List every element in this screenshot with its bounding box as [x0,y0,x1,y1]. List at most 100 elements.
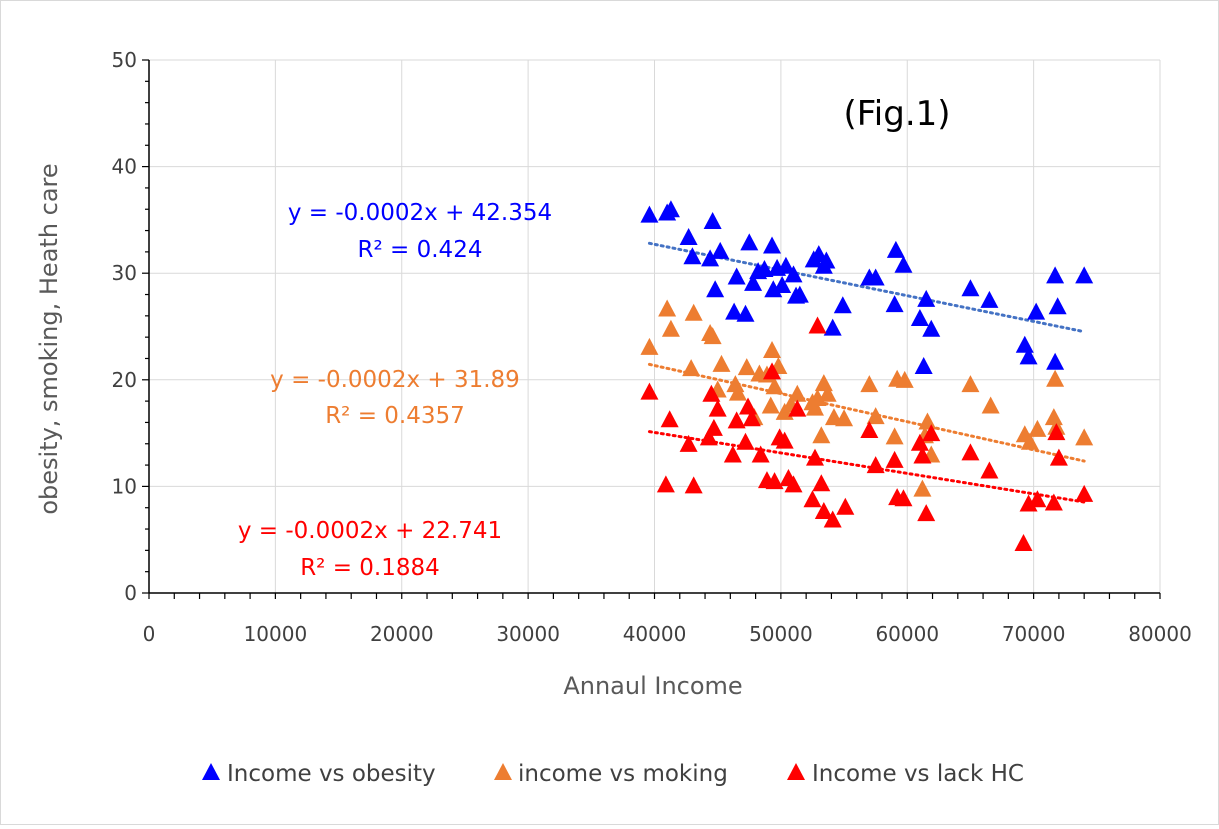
smoking-point [703,327,722,345]
obesity-point [885,295,904,313]
x-tick-label: 50000 [749,622,813,646]
y-tick-label: 40 [112,155,137,179]
obesity-point [776,256,795,274]
smoking-point [981,396,1000,414]
lack-hc-point [660,410,679,428]
lack-hc-point [788,399,807,417]
gridlines [149,59,1161,593]
y-tick-label: 30 [112,261,137,285]
smoking-point [805,398,824,416]
trendline-smoking [647,362,1086,463]
obesity-point [1019,347,1038,365]
lack-hc-point [704,418,723,436]
lack-hc-point [751,445,770,463]
lack-hc-point [723,445,742,463]
lack-hc-point [1028,490,1047,508]
legend-item-lack-hc: Income vs lack HC [787,761,1024,787]
legend-marker-smoking [494,763,512,780]
obesity-point [1048,297,1067,315]
obesity-point [922,319,941,337]
lack-hc-point [679,434,698,452]
lack-hc-point [727,411,746,429]
x-tick-label: 40000 [623,622,687,646]
y-tick-label: 10 [112,474,137,498]
obesity-point [1027,302,1046,320]
lack-hc-point [739,397,758,415]
lack-hc-point [640,382,659,400]
obesity-point [1015,335,1034,353]
smoking-point [1020,432,1039,450]
lack-hc-point [702,384,721,402]
lack-hc-point [1019,494,1038,512]
x-tick-label: 10000 [244,622,308,646]
smoking-point [765,377,784,395]
equation-lack-hc: y = -0.0002x + 22.741 [238,518,502,544]
lack-hc-point [805,448,824,466]
obesity-point [790,285,809,303]
smoking-point [712,354,731,372]
x-tick-label: 60000 [875,622,939,646]
smoking-point [895,370,914,388]
obesity-point [706,280,725,298]
y-axis-title: obesity, smoking, Heath care [35,163,63,514]
lack-hc-point [763,362,782,380]
obesity-point [679,228,698,246]
obesity-point [661,200,680,218]
smoking-point [885,427,904,445]
lack-hc-point [913,446,932,464]
legend-marker-lack-hc [787,763,805,780]
figure-annotation: (Fig.1) [843,94,950,134]
obesity-point [1046,352,1065,370]
legend: Income vs obesity income vs moking Incom… [202,761,1024,787]
r2-smoking: R² = 0.4357 [325,403,465,429]
obesity-point [740,233,759,251]
smoking-point [1075,428,1094,446]
lack-hc-point [866,456,885,474]
lack-hc-point [1014,533,1033,551]
smoking-point [812,426,831,444]
lack-hc-point [980,461,999,479]
lack-hc-point [860,420,879,438]
obesity-point [763,236,782,254]
smoking-point [1046,369,1065,387]
lack-hc-point [765,472,784,490]
obesity-point [725,302,744,320]
smoking-point [658,299,677,317]
r2-obesity: R² = 0.424 [358,237,483,263]
lack-hc-point [1075,484,1094,502]
x-tick-label: 20000 [370,622,434,646]
obesity-point [961,279,980,297]
x-tick-label: 30000 [496,622,560,646]
y-tick-label: 50 [112,48,137,72]
smoking-point [682,359,701,377]
lack-hc-point [814,501,833,519]
lack-hc-point [736,432,755,450]
smoking-point [814,374,833,392]
obesity-point [1046,266,1065,284]
smoking-point [835,409,854,427]
smoking-point [961,375,980,393]
lack-hc-point [808,316,827,334]
smoking-point [737,358,756,376]
obesity-point [711,241,730,259]
axes [142,59,1161,599]
lack-hc-point [708,399,727,417]
obesity-point [736,304,755,322]
smoking-point [913,479,932,497]
legend-label-smoking: income vs moking [518,761,728,787]
lack-hc-point [1044,493,1063,511]
equation-smoking: y = -0.0002x + 31.89 [270,367,520,393]
y-tick-label: 20 [112,368,137,392]
smoking-point [763,341,782,359]
smoking-point [640,337,659,355]
obesity-point [755,260,774,278]
obesity-point [910,309,929,327]
obesity-point [701,249,720,267]
obesity-point [703,212,722,230]
data-points [640,200,1094,551]
lack-hc-point [742,409,761,427]
obesity-point [833,296,852,314]
smoking-point [918,412,937,430]
lack-hc-point [823,510,842,528]
